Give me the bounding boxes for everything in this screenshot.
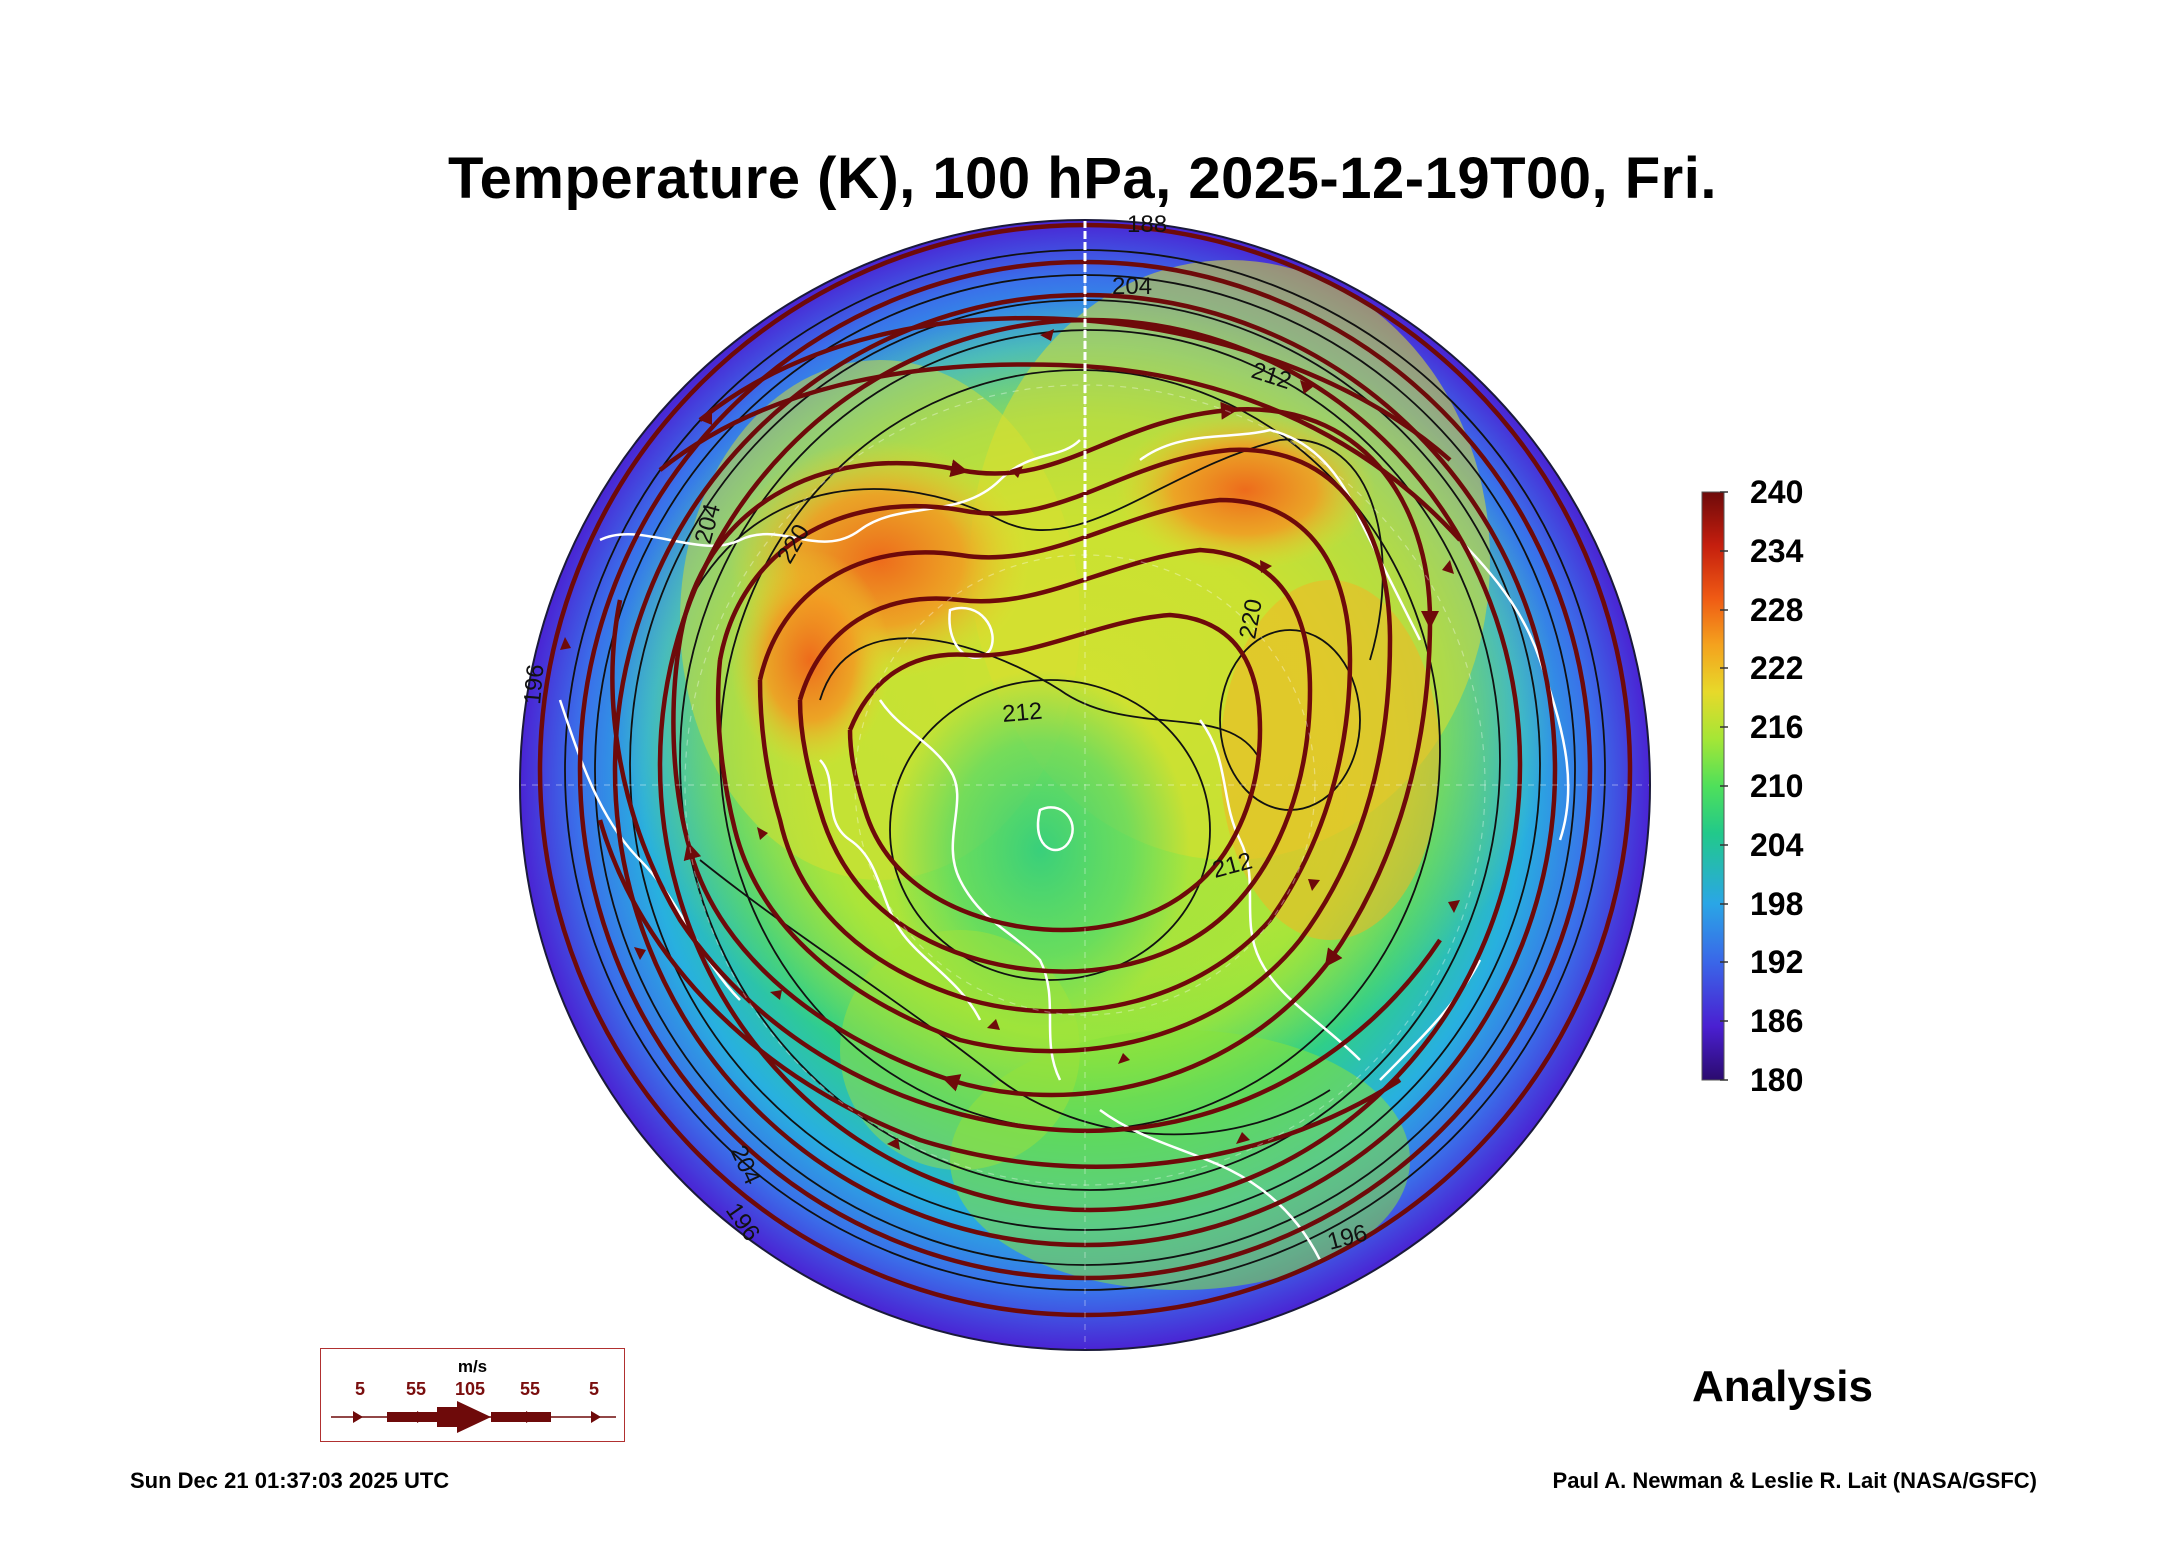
graticule — [520, 220, 1650, 1350]
contour-label-204-top: 204 — [1112, 273, 1152, 300]
wind-legend-label-105: 105 — [455, 1379, 486, 1399]
colorbar-label-204: 204 — [1750, 827, 1804, 863]
wind-legend-unit: m/s — [457, 1357, 488, 1376]
colorbar-label-216: 216 — [1750, 709, 1804, 745]
streamline-arrows — [560, 329, 1460, 1150]
colorbar-label-234: 234 — [1750, 533, 1804, 569]
colorbar-label-228: 228 — [1750, 592, 1804, 628]
contour-label-212-center: 212 — [1001, 698, 1043, 728]
colorbar-label-240: 240 — [1750, 474, 1804, 510]
map-boundary — [519, 219, 1651, 1351]
colorbar-label-192: 192 — [1750, 944, 1804, 980]
footer-credit: Paul A. Newman & Leslie R. Lait (NASA/GS… — [1552, 1468, 2037, 1493]
colorbar-label-186: 186 — [1750, 1003, 1804, 1039]
colorbar-ticks — [1720, 491, 1728, 1081]
analysis-label: Analysis — [1692, 1362, 1873, 1411]
map-title: Temperature (K), 100 hPa, 2025-12-19T00,… — [448, 146, 1717, 211]
contour-label-196-left: 196 — [519, 663, 549, 705]
wind-streamlines — [537, 222, 1633, 1318]
colorbar-label-180: 180 — [1750, 1062, 1804, 1098]
colorbar-label-222: 222 — [1750, 650, 1804, 686]
wind-legend-label-5-left: 5 — [355, 1379, 366, 1399]
colorbar-label-210: 210 — [1750, 768, 1804, 804]
wind-legend-label-5-right: 5 — [589, 1379, 600, 1399]
wind-legend-label-55-left: 55 — [406, 1379, 427, 1399]
wind-legend-label-55-right: 55 — [520, 1379, 541, 1399]
wind-speed-legend: m/s 5 55 105 55 5 — [320, 1348, 625, 1442]
wind-legend-arrow — [331, 1401, 616, 1433]
colorbar-label-198: 198 — [1750, 886, 1804, 922]
footer-timestamp: Sun Dec 21 01:37:03 2025 UTC — [130, 1468, 450, 1493]
contour-label-188: 188 — [1127, 211, 1167, 238]
